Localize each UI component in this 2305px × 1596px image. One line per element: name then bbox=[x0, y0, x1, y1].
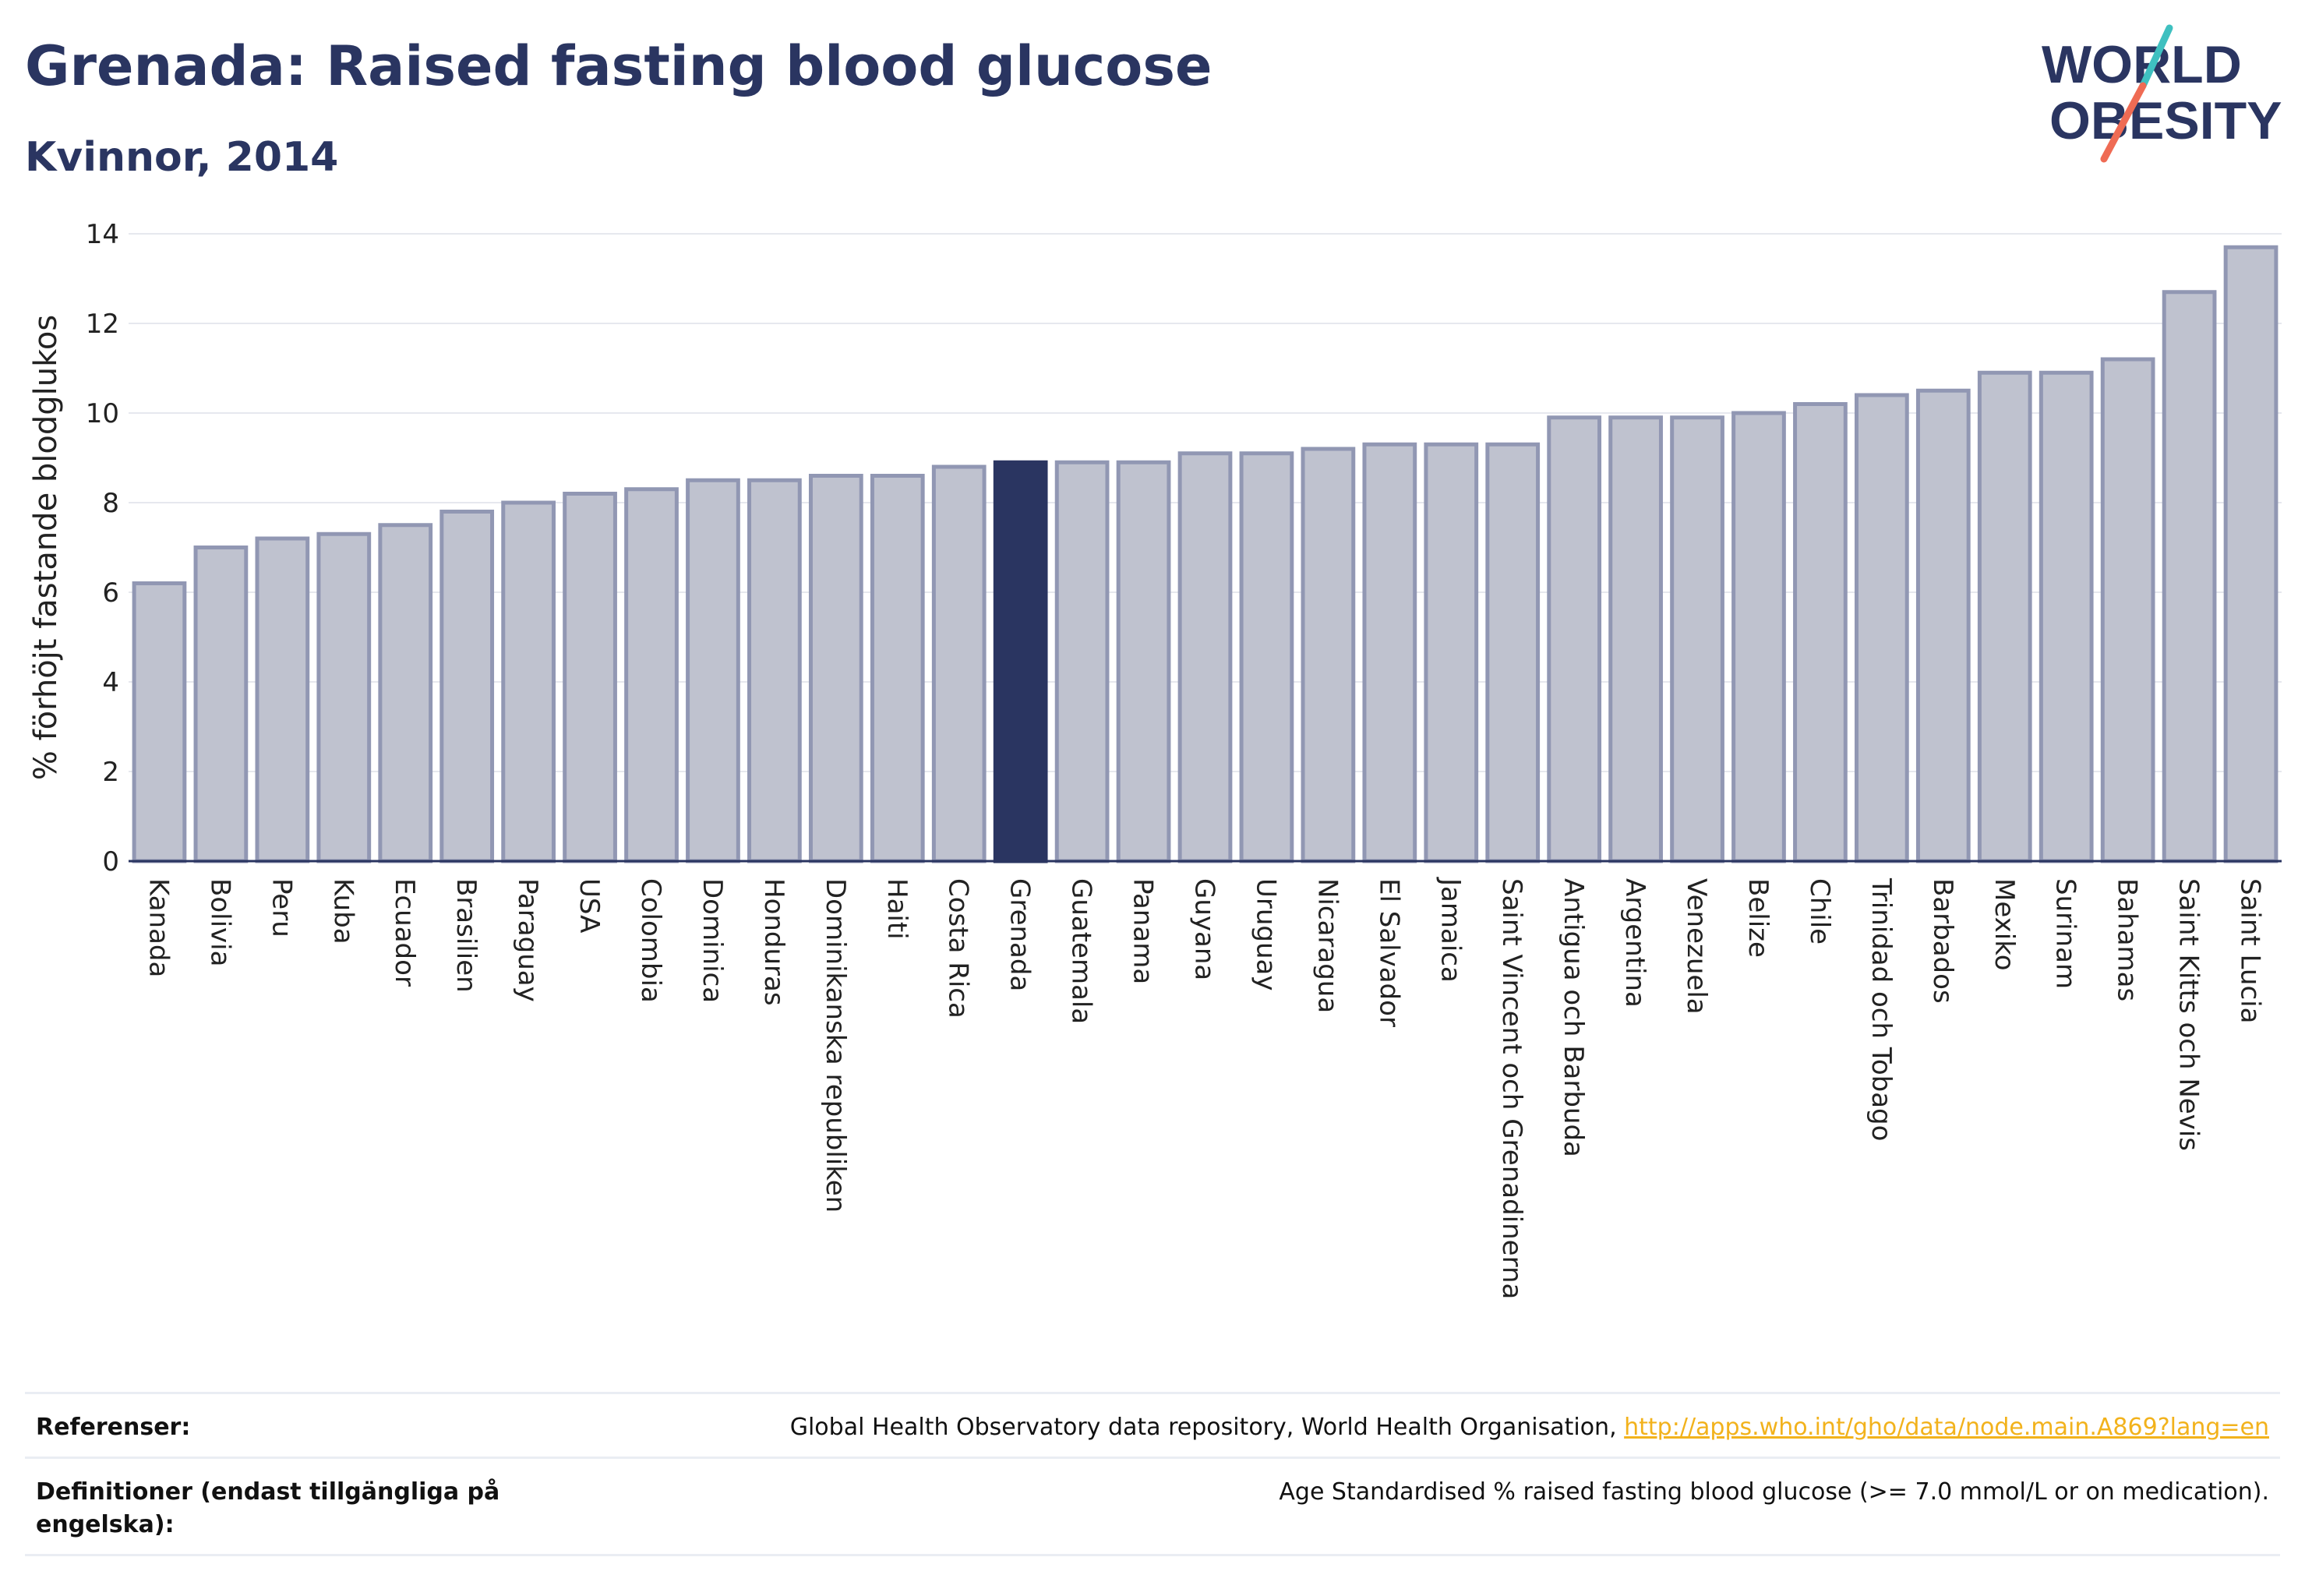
y-tick-label: 10 bbox=[86, 398, 119, 429]
x-tick-label: Dominikanska republiken bbox=[820, 878, 851, 1213]
logo-slash-coral bbox=[2100, 82, 2147, 163]
x-tick-label: Surinam bbox=[2050, 878, 2081, 989]
x-tick-label: Panama bbox=[1128, 878, 1159, 984]
footer-table: Referenser: Global Health Observatory da… bbox=[25, 1392, 2280, 1556]
y-tick-label: 8 bbox=[102, 488, 119, 519]
references-label: Referenser: bbox=[36, 1414, 191, 1441]
x-tick-label: Saint Lucia bbox=[2235, 878, 2266, 1023]
bar bbox=[2038, 370, 2094, 863]
bar bbox=[624, 487, 679, 863]
x-tick-label: Saint Kitts och Nevis bbox=[2173, 878, 2204, 1151]
bar bbox=[1116, 460, 1171, 863]
x-tick-label: Haiti bbox=[881, 878, 912, 940]
bar bbox=[1177, 451, 1233, 863]
bar bbox=[1793, 402, 1848, 863]
y-tick-label: 12 bbox=[86, 309, 119, 340]
bars bbox=[132, 245, 2279, 863]
chart-title: Grenada: Raised fasting blood glucose bbox=[25, 34, 1213, 98]
references-row: Referenser: Global Health Observatory da… bbox=[25, 1392, 2280, 1457]
x-tick-label: Grenada bbox=[1004, 878, 1036, 991]
bar bbox=[808, 474, 863, 863]
x-tick-label: Colombia bbox=[635, 878, 666, 1003]
bar bbox=[132, 581, 187, 863]
x-tick-label: Dominica bbox=[697, 878, 728, 1003]
x-tick-label: Costa Rica bbox=[943, 878, 974, 1019]
x-tick-label: Brasilien bbox=[450, 878, 482, 993]
definitions-label: Definitioner (endast tillgängliga på eng… bbox=[36, 1478, 500, 1538]
bar bbox=[1670, 415, 1724, 863]
x-tick-label: Guyana bbox=[1189, 878, 1220, 980]
bar bbox=[1362, 442, 1417, 863]
x-tick-label: Jamaica bbox=[1435, 877, 1466, 983]
y-tick-label: 6 bbox=[102, 577, 119, 609]
bar bbox=[1547, 415, 1602, 863]
x-tick-label: Bolivia bbox=[204, 878, 235, 966]
x-tick-label: Kanada bbox=[143, 878, 174, 977]
x-tick-label: Bahamas bbox=[2112, 878, 2143, 1001]
bar bbox=[316, 531, 372, 863]
x-tick-label: Honduras bbox=[758, 878, 789, 1006]
y-tick-label: 4 bbox=[102, 667, 119, 698]
x-tick-label: Mexiko bbox=[1989, 878, 2020, 971]
world-obesity-logo: WORLD OBESITY bbox=[2042, 24, 2282, 163]
bar bbox=[501, 500, 556, 863]
bar bbox=[993, 460, 1048, 863]
y-tick-label: 14 bbox=[86, 219, 119, 250]
bar bbox=[563, 492, 617, 863]
definitions-row: Definitioner (endast tillgängliga på eng… bbox=[25, 1457, 2280, 1556]
chart-subtitle: Kvinnor, 2014 bbox=[25, 134, 339, 181]
y-tick-label: 0 bbox=[102, 846, 119, 877]
bar bbox=[255, 536, 310, 863]
bar bbox=[1301, 447, 1356, 863]
y-tick-labels: 0 2 4 6 8 10 12 14 bbox=[86, 219, 119, 877]
y-tick-label: 2 bbox=[102, 757, 119, 788]
y-axis-label: % förhöjt fastande blodglukos bbox=[28, 315, 64, 780]
x-tick-label: Peru bbox=[266, 878, 297, 937]
x-tick-label: El Salvador bbox=[1373, 878, 1404, 1027]
x-tick-label: Ecuador bbox=[389, 878, 420, 987]
bar bbox=[1239, 451, 1294, 863]
x-tick-label: Antigua och Barbuda bbox=[1558, 878, 1589, 1157]
bar bbox=[1485, 442, 1541, 863]
bar bbox=[870, 474, 925, 863]
x-tick-label: Chile bbox=[1804, 878, 1835, 945]
bar bbox=[193, 546, 249, 863]
x-tick-label: USA bbox=[574, 878, 605, 933]
bar bbox=[1915, 388, 1971, 863]
bar bbox=[1424, 442, 1479, 863]
bar bbox=[2223, 245, 2279, 863]
logo-text-obesity: OBESITY bbox=[2049, 91, 2282, 150]
x-tick-label: Saint Vincent och Grenadinerna bbox=[1496, 878, 1527, 1299]
bar bbox=[1855, 393, 1909, 863]
bar bbox=[1977, 370, 2032, 863]
bar bbox=[439, 510, 495, 863]
definitions-value: Age Standardised % raised fasting blood … bbox=[1279, 1478, 2269, 1506]
bar-chart: 0 2 4 6 8 10 12 14 Kanada Bolivia Peru Kuba Ecuador… bbox=[28, 219, 2282, 1299]
bar bbox=[686, 478, 740, 863]
bar bbox=[1608, 415, 1663, 863]
x-tick-labels: Kanada Bolivia Peru Kuba Ecuador Brasilien Par… bbox=[143, 877, 2265, 1299]
x-tick-label: Guatemala bbox=[1066, 878, 1097, 1024]
x-tick-label: Paraguay bbox=[512, 878, 543, 1002]
bar bbox=[931, 464, 987, 863]
references-link[interactable]: http://apps.who.int/gho/data/node.main.A… bbox=[1624, 1414, 2269, 1441]
bar bbox=[747, 478, 802, 863]
x-tick-label: Venezuela bbox=[1681, 878, 1712, 1015]
x-tick-label: Nicaragua bbox=[1311, 878, 1343, 1013]
references-value: Global Health Observatory data repositor… bbox=[790, 1411, 2269, 1444]
references-text: Global Health Observatory data repositor… bbox=[789, 1414, 1625, 1441]
x-tick-label: Argentina bbox=[1619, 878, 1650, 1008]
x-tick-label: Belize bbox=[1742, 878, 1774, 958]
x-tick-label: Trinidad och Tobago bbox=[1866, 877, 1897, 1141]
bar bbox=[1731, 411, 1786, 863]
bar bbox=[378, 523, 433, 863]
bar bbox=[1054, 460, 1110, 863]
x-tick-label: Barbados bbox=[1927, 878, 1958, 1004]
bar bbox=[2162, 290, 2217, 863]
x-tick-label: Uruguay bbox=[1250, 878, 1281, 991]
bar bbox=[2100, 357, 2155, 863]
logo-slash-teal bbox=[2139, 24, 2173, 90]
x-tick-label: Kuba bbox=[327, 878, 358, 945]
